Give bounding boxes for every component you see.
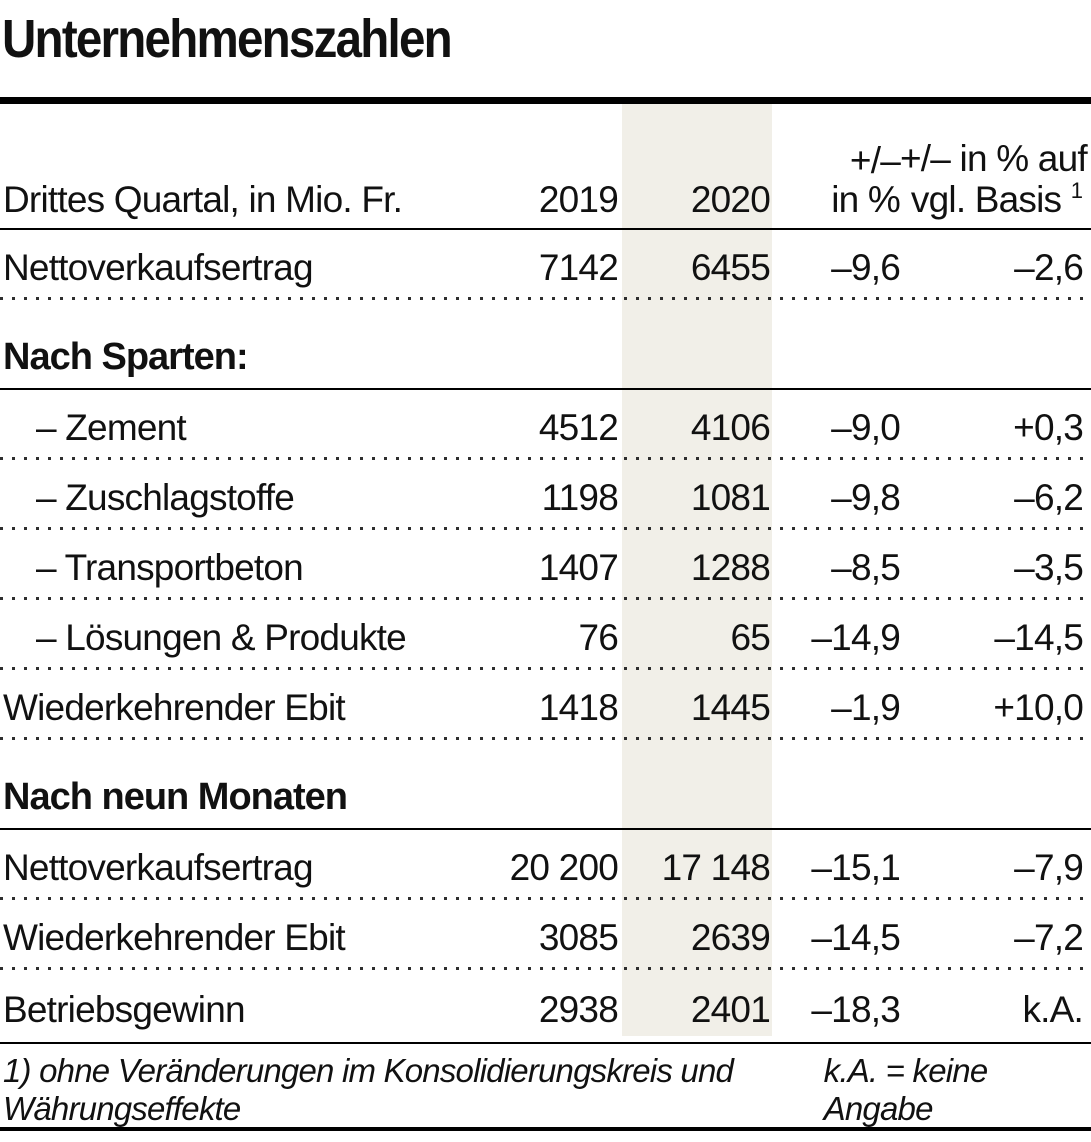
dotted-separator [0,457,1091,460]
top-rule [0,97,1091,104]
value-basis: –2,6 [1014,247,1084,289]
value-2019: 1418 [538,687,619,729]
value-2020: 2401 [690,989,771,1031]
dotted-separator [0,897,1091,900]
value-change: –15,1 [811,847,900,889]
footnote: 1) ohne Veränderungen im Konsolidierungs… [3,1052,1059,1128]
value-2019: 1198 [541,477,619,519]
dotted-separator [0,597,1091,600]
row-label: – Transportbeton [36,547,304,589]
value-2019: 7142 [538,247,619,289]
column-header-change: +/– in % [831,140,901,221]
value-2020: 1081 [690,477,771,519]
dotted-separator [0,737,1091,740]
row-label: Nettoverkaufsertrag [3,847,314,889]
value-2019: 4512 [538,407,619,449]
dotted-separator [0,297,1091,300]
row-label: – Lösungen & Produkte [36,617,407,659]
value-2019: 1407 [538,547,619,589]
value-2019: 3085 [538,917,619,959]
value-2020: 1445 [690,687,771,729]
value-basis: +0,3 [1013,407,1084,449]
value-2020: 1288 [690,547,771,589]
table-row: – Transportbeton 1407 1288 –8,5 –3,5 [0,530,1091,600]
table-row: – Zement 4512 4106 –9,0 +0,3 [0,390,1091,460]
value-basis: +10,0 [993,687,1083,729]
value-2020: 4106 [690,407,771,449]
value-basis: –7,9 [1014,847,1084,889]
data-table: Drittes Quartal, in Mio. Fr. 2019 2020 +… [0,104,1091,1044]
row-label: Betriebsgewinn [3,989,246,1031]
column-header-basis: +/– in % auf vgl. Basis 1 [900,138,1088,221]
value-change: –1,9 [831,687,901,729]
row-label: Nettoverkaufsertrag [3,247,314,289]
dotted-separator [0,667,1091,670]
column-2020-highlight-band [622,104,772,1036]
value-basis: –7,2 [1014,917,1084,959]
column-header-2019: 2019 [538,179,619,221]
dotted-separator [0,967,1091,970]
value-2019: 20 200 [509,847,619,889]
value-change: –9,8 [831,477,901,519]
value-2020: 2639 [690,917,771,959]
value-change: –9,0 [831,407,901,449]
section-title: Nach neun Monaten [3,776,348,819]
value-change: –14,9 [811,617,900,659]
table-row: Betriebsgewinn 2938 2401 –18,3 k.A. [0,970,1091,1044]
value-basis: k.A. [1022,989,1083,1031]
value-2020: 17 148 [661,847,771,889]
dotted-separator [0,527,1091,530]
row-label: – Zuschlagstoffe [36,477,295,519]
footnote-marker: 1 [1070,178,1083,204]
table-row: Wiederkehrender Ebit 1418 1445 –1,9 +10,… [0,670,1091,740]
section-title: Nach Sparten: [3,336,249,379]
page-title: Unternehmenszahlen [2,9,453,69]
table-row: Nettoverkaufsertrag 20 200 17 148 –15,1 … [0,830,1091,900]
value-change: –9,6 [831,247,901,289]
value-2020: 65 [730,617,770,659]
value-2019: 2938 [538,989,619,1031]
value-basis: –3,5 [1014,547,1084,589]
value-basis: –14,5 [994,617,1083,659]
table-header-row: Drittes Quartal, in Mio. Fr. 2019 2020 +… [0,104,1091,230]
value-2019: 76 [578,617,618,659]
bottom-rule [0,1127,1091,1131]
value-basis: –6,2 [1014,477,1084,519]
row-label: – Zement [36,407,187,449]
footnote-text: 1) ohne Veränderungen im Konsolidierungs… [3,1052,734,1127]
value-change: –18,3 [811,989,900,1031]
value-change: –14,5 [811,917,900,959]
table-row: – Lösungen & Produkte 76 65 –14,9 –14,5 [0,600,1091,670]
row-label: Wiederkehrender Ebit [3,917,346,959]
table-row: – Zuschlagstoffe 1198 1081 –9,8 –6,2 [0,460,1091,530]
section-header-row: Nach neun Monaten [0,740,1091,830]
table-row: Nettoverkaufsertrag 7142 6455 –9,6 –2,6 [0,230,1091,300]
footnote-legend: k.A. = keine Angabe [823,1052,989,1127]
value-change: –8,5 [831,547,901,589]
table-row: Wiederkehrender Ebit 3085 2639 –14,5 –7,… [0,900,1091,970]
row-label: Wiederkehrender Ebit [3,687,346,729]
value-2020: 6455 [690,247,771,289]
column-header-2020: 2020 [690,179,771,221]
section-header-row: Nach Sparten: [0,300,1091,390]
column-header-label: Drittes Quartal, in Mio. Fr. [3,179,403,221]
